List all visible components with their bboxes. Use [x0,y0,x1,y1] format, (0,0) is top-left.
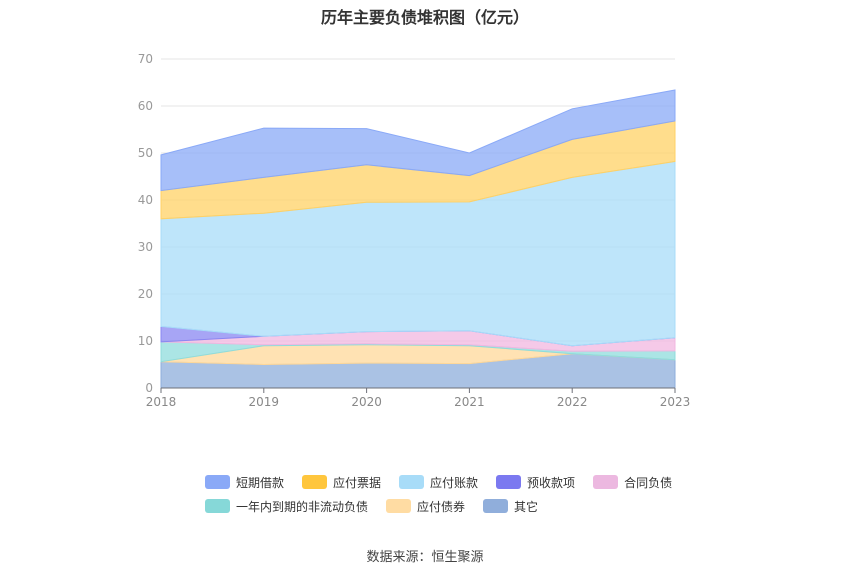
stacked-area-chart: 0 10 20 30 40 50 60 70 2018 2019 2020 2021 2022 2023 [138,52,691,409]
y-tick-label: 30 [138,240,153,254]
axes: 0 10 20 30 40 50 60 70 2018 2019 2020 2021 2022 2023 [138,52,691,409]
legend-label: 其它 [514,499,539,514]
legend-label: 应付债券 [417,499,466,514]
legend-row-2: 一年内到期的非流动负债 应付债券 其它 [205,494,675,518]
y-tick-label: 60 [138,99,153,113]
chart-title: 历年主要负债堆积图（亿元） [320,8,529,27]
legend-item[interactable]: 应付债券 [386,498,465,515]
legend: 短期借款 应付票据 应付账款 预收款项 合同负债 一年内到期的非流动负债 应付债券 其它 [205,470,675,518]
legend-label: 短期借款 [236,475,285,490]
data-source: 数据来源：恒生聚源 [366,550,484,565]
legend-swatch [399,475,425,489]
area-series [160,89,676,389]
legend-label: 应付票据 [333,475,382,490]
area-短期借款 [160,89,676,192]
x-tick-label: 2018 [146,395,177,409]
legend-label: 预收款项 [527,475,576,490]
legend-item[interactable]: 合同负债 [593,474,672,491]
legend-row-1: 短期借款 应付票据 应付账款 预收款项 合同负债 [205,470,675,494]
legend-swatch [496,475,522,489]
x-tick-label: 2021 [454,395,485,409]
legend-item[interactable]: 一年内到期的非流动负债 [205,498,368,515]
legend-item[interactable]: 应付票据 [302,474,381,491]
x-tick-label: 2022 [557,395,588,409]
y-tick-label: 70 [138,52,153,66]
legend-swatch [593,475,619,489]
legend-label: 一年内到期的非流动负债 [236,499,369,514]
x-tick-label: 2019 [249,395,280,409]
y-tick-label: 20 [138,287,153,301]
legend-item[interactable]: 应付账款 [399,474,478,491]
y-tick-label: 50 [138,146,153,160]
legend-swatch [205,475,230,489]
y-tick-label: 40 [138,193,153,207]
legend-swatch [483,499,509,513]
x-tick-label: 2023 [660,395,691,409]
legend-item[interactable]: 其它 [483,498,538,515]
x-tick-label: 2020 [351,395,382,409]
legend-swatch [302,475,328,489]
legend-item[interactable]: 预收款项 [496,474,575,491]
y-tick-label: 0 [145,381,153,395]
legend-swatch [386,499,412,513]
legend-swatch [205,499,230,513]
legend-item[interactable]: 短期借款 [205,474,284,491]
legend-label: 应付账款 [430,475,479,490]
y-tick-label: 10 [138,334,153,348]
legend-label: 合同负债 [624,475,673,490]
